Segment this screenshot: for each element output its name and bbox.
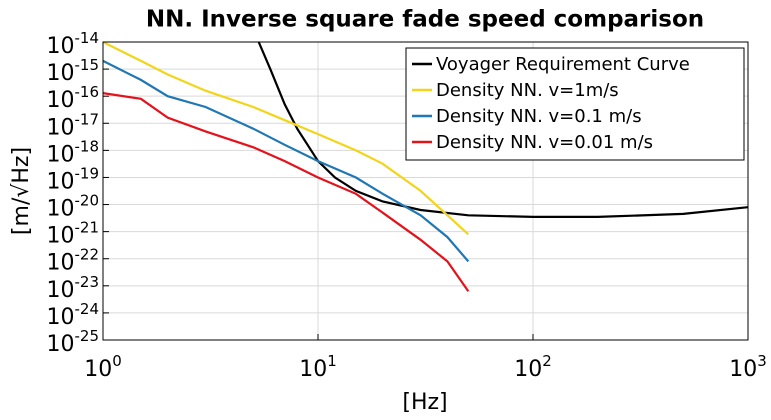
series-line: [257, 42, 748, 218]
legend-box: [405, 47, 745, 161]
legend-label: Voyager Requirement Curve: [436, 54, 690, 75]
plot-frame: [102, 41, 749, 341]
y-tick-label: 10-24: [47, 299, 100, 330]
y-axis-label: [m/√Hz]: [9, 147, 34, 235]
chart-title: NN. Inverse square fade speed comparison: [146, 7, 704, 33]
y-tick-label: 10-21: [47, 218, 100, 249]
series-line: [103, 59, 470, 263]
y-tick-label: 10-25: [47, 327, 100, 358]
y-tick-label: 10-16: [47, 83, 100, 114]
y-tick-label: 10-17: [47, 110, 100, 141]
x-axis-label: [Hz]: [402, 390, 447, 415]
y-tick-label: 10-19: [47, 164, 100, 195]
series-line: [103, 92, 470, 292]
x-tick-label: 103: [729, 352, 767, 383]
y-tick-label: 10-23: [47, 272, 100, 303]
x-tick-label: 100: [84, 352, 122, 383]
legend-label: Density NN. v=1m/s: [436, 80, 619, 101]
x-tick-label: 102: [514, 352, 552, 383]
y-tick-label: 10-18: [47, 137, 100, 168]
y-tick-label: 10-22: [47, 245, 100, 276]
legend-label: Density NN. v=0.01 m/s: [436, 132, 653, 153]
y-tick-label: 10-20: [47, 191, 100, 222]
series-line: [103, 42, 470, 236]
x-tick-label: 101: [299, 352, 337, 383]
legend-label: Density NN. v=0.1 m/s: [436, 106, 642, 127]
y-tick-label: 10-14: [47, 29, 100, 60]
y-tick-label: 10-15: [47, 56, 100, 87]
